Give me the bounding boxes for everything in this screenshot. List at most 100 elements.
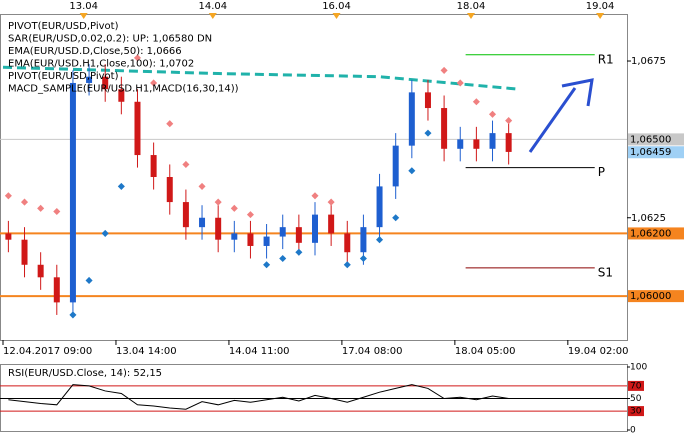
candle-body bbox=[408, 92, 415, 146]
x-tick-label: 19.04 02:00 bbox=[568, 346, 629, 357]
plot-layer bbox=[0, 54, 627, 319]
candle-body bbox=[5, 233, 12, 240]
price-marker-box bbox=[628, 227, 684, 240]
sar-dot bbox=[376, 236, 384, 244]
candle-body bbox=[53, 277, 60, 303]
sar-dot bbox=[295, 248, 303, 256]
candle-body bbox=[279, 227, 286, 237]
sar-dot bbox=[327, 198, 335, 206]
period-marker bbox=[467, 13, 475, 19]
candle-body bbox=[312, 214, 318, 243]
pivot-label: S1 bbox=[598, 265, 613, 279]
rsi-title: RSI(EUR/USD.Close, 14): 52,15 bbox=[8, 368, 162, 379]
candle-body bbox=[457, 139, 464, 149]
sar-dot bbox=[408, 167, 416, 175]
drawn-arrow bbox=[528, 78, 594, 153]
y-tick-label: 1,0675 bbox=[631, 56, 666, 67]
legend-entry: MACD_SAMPLE(EUR/USD.H1,MACD(16,30,14)) bbox=[8, 84, 239, 95]
candle-body bbox=[215, 217, 222, 240]
sar-dot bbox=[440, 66, 448, 74]
rsi-tick-label: 70 bbox=[630, 381, 642, 391]
candle-body bbox=[376, 186, 383, 228]
pivot-label: R1 bbox=[598, 52, 614, 66]
candle-body bbox=[360, 227, 367, 253]
sar-dot bbox=[133, 54, 142, 62]
sar-dot bbox=[488, 110, 497, 118]
candle-body bbox=[441, 108, 448, 149]
price-marker-label: 1,06000 bbox=[630, 291, 671, 302]
y-tick-label: 1,0625 bbox=[631, 213, 666, 224]
price-marker-box bbox=[628, 133, 684, 146]
rsi-tick-label: 30 bbox=[630, 407, 642, 417]
plot-frame bbox=[0, 14, 628, 341]
ema-line bbox=[2, 65, 520, 91]
candle-body bbox=[102, 76, 109, 90]
legend-entry: EMA(EUR/USD.H1,Close,100): 1,0702 bbox=[8, 59, 194, 70]
period-marker bbox=[208, 13, 217, 19]
sar-dot bbox=[359, 254, 367, 263]
rsi-tick-box bbox=[628, 380, 644, 391]
sar-dot bbox=[472, 98, 480, 106]
top-tick-label: 13.04 bbox=[69, 1, 98, 12]
period-marker bbox=[79, 13, 88, 19]
candle-body bbox=[263, 236, 270, 246]
sar-dot bbox=[311, 192, 319, 200]
x-tick-label: 13.04 14:00 bbox=[116, 346, 177, 357]
legend-entry: EMA(EUR/USD.D,Close,50): 1,0666 bbox=[8, 46, 182, 57]
price-marker-box bbox=[628, 146, 684, 159]
top-tick-label: 16.04 bbox=[322, 1, 351, 12]
candle-body bbox=[134, 101, 141, 156]
candle-body bbox=[199, 217, 206, 228]
candle-body bbox=[37, 264, 44, 278]
price-marker-label: 1,06200 bbox=[630, 228, 671, 239]
candle-body bbox=[150, 155, 157, 177]
candle-body bbox=[328, 214, 335, 234]
rsi-tick-label: 100 bbox=[630, 363, 647, 373]
candle-body bbox=[392, 145, 399, 187]
rsi-tick-label: 50 bbox=[630, 394, 642, 404]
x-tick-label: 18.04 05:00 bbox=[455, 346, 516, 357]
sar-dot bbox=[4, 192, 12, 200]
x-tick-label: 14.04 11:00 bbox=[229, 346, 290, 357]
candle-body bbox=[344, 233, 351, 253]
price-marker-box bbox=[628, 290, 684, 303]
price-marker-label: 1,06459 bbox=[630, 147, 671, 158]
sar-dot bbox=[53, 207, 61, 216]
sar-dot bbox=[424, 129, 432, 137]
candle-body bbox=[489, 133, 496, 149]
rsi-tick-label: 0 bbox=[630, 426, 636, 433]
sar-dot bbox=[392, 214, 400, 222]
period-marker bbox=[596, 13, 605, 19]
candle-body bbox=[182, 202, 189, 228]
top-tick-label: 19.04 bbox=[586, 1, 615, 12]
sar-dot bbox=[150, 79, 158, 87]
sar-dot bbox=[85, 276, 93, 284]
legend-entry: PIVOT(EUR/USD,Pivot) bbox=[8, 21, 119, 32]
sar-dot bbox=[37, 204, 45, 212]
x-tick-label: 12.04.2017 09:00 bbox=[3, 346, 92, 357]
sar-dot bbox=[263, 261, 271, 269]
sar-dot bbox=[230, 204, 238, 212]
sar-dot bbox=[166, 120, 174, 128]
period-marker bbox=[332, 13, 341, 19]
sar-dot bbox=[343, 261, 351, 269]
candle-body bbox=[86, 76, 93, 83]
pivot-label: P bbox=[598, 165, 605, 179]
sar-dot bbox=[198, 182, 206, 190]
candle-body bbox=[473, 139, 480, 149]
price-marker-label: 1,06500 bbox=[630, 134, 671, 145]
candle-body bbox=[424, 92, 431, 109]
legend-entry: SAR(EUR/USD,0.02,0.2): UP: 1,06580 DN bbox=[8, 34, 212, 45]
candle-body bbox=[21, 239, 28, 265]
candle-body bbox=[247, 233, 254, 246]
sar-dot bbox=[279, 254, 287, 263]
candle-body bbox=[69, 82, 76, 303]
rsi-line bbox=[8, 384, 509, 410]
sar-dot bbox=[505, 117, 513, 125]
candle-body bbox=[166, 177, 173, 203]
sar-dot bbox=[101, 229, 109, 237]
rsi-tick-box bbox=[628, 406, 644, 417]
sar-dot bbox=[117, 182, 125, 190]
